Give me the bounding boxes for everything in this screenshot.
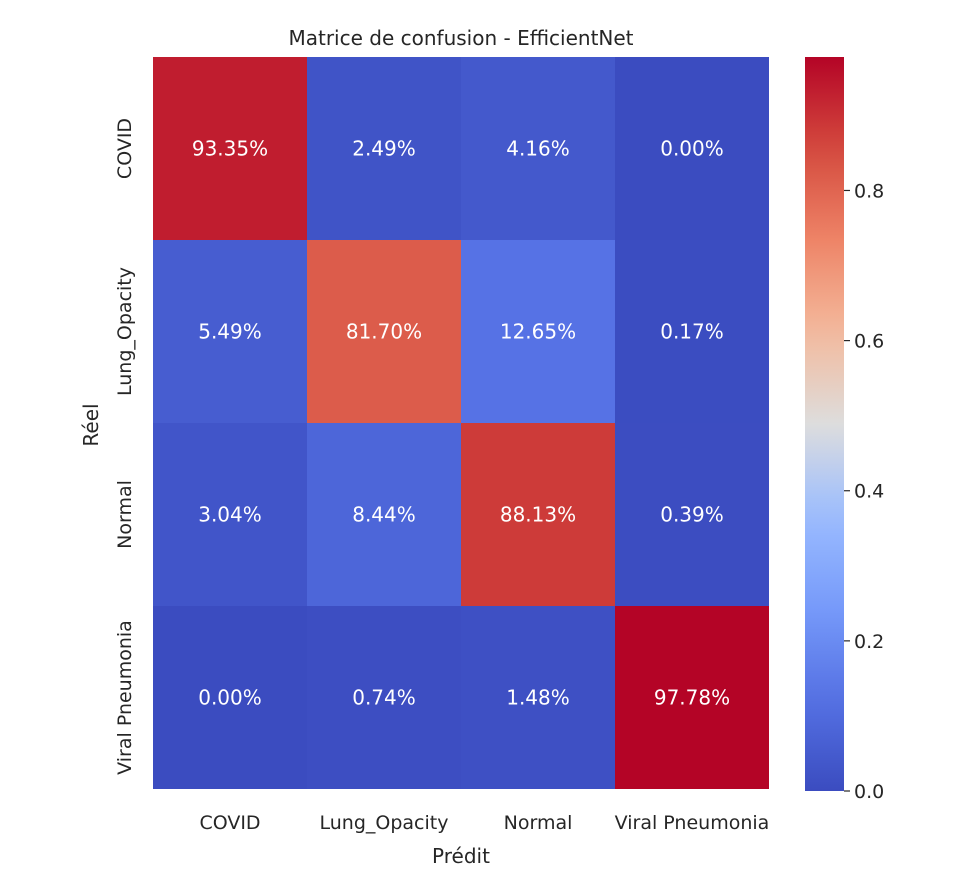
- heatmap-cell: [307, 57, 461, 240]
- chart-title: Matrice de confusion - EfficientNet: [288, 26, 633, 50]
- heatmap-cell: [615, 423, 769, 606]
- heatmap-cell: [153, 240, 307, 423]
- cell-annotation: 0.39%: [660, 503, 724, 527]
- y-tick-label: COVID: [114, 118, 136, 179]
- cell-annotation: 2.49%: [352, 137, 416, 161]
- cell-annotation: 88.13%: [500, 503, 576, 527]
- cell-annotations: 93.35% 2.49% 4.16% 0.00% 5.49% 81.70% 12.65% 0.…: [192, 137, 730, 710]
- cell-annotation: 4.16%: [506, 137, 570, 161]
- heatmap-cell: [153, 423, 307, 606]
- colorbar-tick-label: 0.0: [854, 781, 884, 803]
- cell-annotation: 0.00%: [198, 686, 262, 710]
- x-tick-label: Viral Pneumonia: [615, 812, 770, 834]
- cell-annotation: 81.70%: [346, 320, 422, 344]
- colorbar-tick-label: 0.2: [854, 631, 884, 653]
- cell-annotation: 97.78%: [654, 686, 730, 710]
- colorbar: 0.0 0.2 0.4 0.6 0.8: [805, 57, 884, 803]
- cell-annotation: 8.44%: [352, 503, 416, 527]
- cell-annotation: 1.48%: [506, 686, 570, 710]
- heatmap-cell: [461, 240, 615, 423]
- cell-annotation: 0.00%: [660, 137, 724, 161]
- y-tick-label: Lung_Opacity: [114, 267, 136, 396]
- y-tick-label: Viral Pneumonia: [114, 620, 136, 775]
- y-axis-label: Réel: [79, 403, 103, 446]
- heatmap-cell: [615, 240, 769, 423]
- cell-annotation: 0.17%: [660, 320, 724, 344]
- heatmap-cell: [461, 606, 615, 789]
- heatmap-cell: [615, 606, 769, 789]
- heatmap-cell: [461, 57, 615, 240]
- heatmap-cell: [307, 423, 461, 606]
- heatmap-cell: [307, 606, 461, 789]
- heatmap-cell: [153, 57, 307, 240]
- colorbar-tick-label: 0.4: [854, 481, 884, 503]
- cell-annotation: 0.74%: [352, 686, 416, 710]
- heatmap-cell: [153, 606, 307, 789]
- x-tick-label: Normal: [504, 812, 573, 834]
- x-tick-label: Lung_Opacity: [320, 812, 449, 834]
- y-tick-labels: COVID Lung_Opacity Normal Viral Pneumonia: [114, 118, 136, 775]
- cell-annotation: 12.65%: [500, 320, 576, 344]
- colorbar-tick-label: 0.8: [854, 180, 884, 202]
- heatmap-cell: [461, 423, 615, 606]
- x-tick-label: COVID: [199, 812, 260, 834]
- cell-annotation: 5.49%: [198, 320, 262, 344]
- colorbar-tick-label: 0.6: [854, 331, 884, 353]
- cell-annotation: 3.04%: [198, 503, 262, 527]
- cell-annotation: 93.35%: [192, 137, 268, 161]
- heatmap-cells: [153, 57, 769, 789]
- y-tick-label: Normal: [114, 480, 136, 549]
- x-tick-labels: COVID Lung_Opacity Normal Viral Pneumonia: [199, 812, 769, 834]
- x-axis-label: Prédit: [432, 844, 490, 868]
- colorbar-gradient: [805, 57, 844, 791]
- heatmap-cell: [615, 57, 769, 240]
- heatmap-cell: [307, 240, 461, 423]
